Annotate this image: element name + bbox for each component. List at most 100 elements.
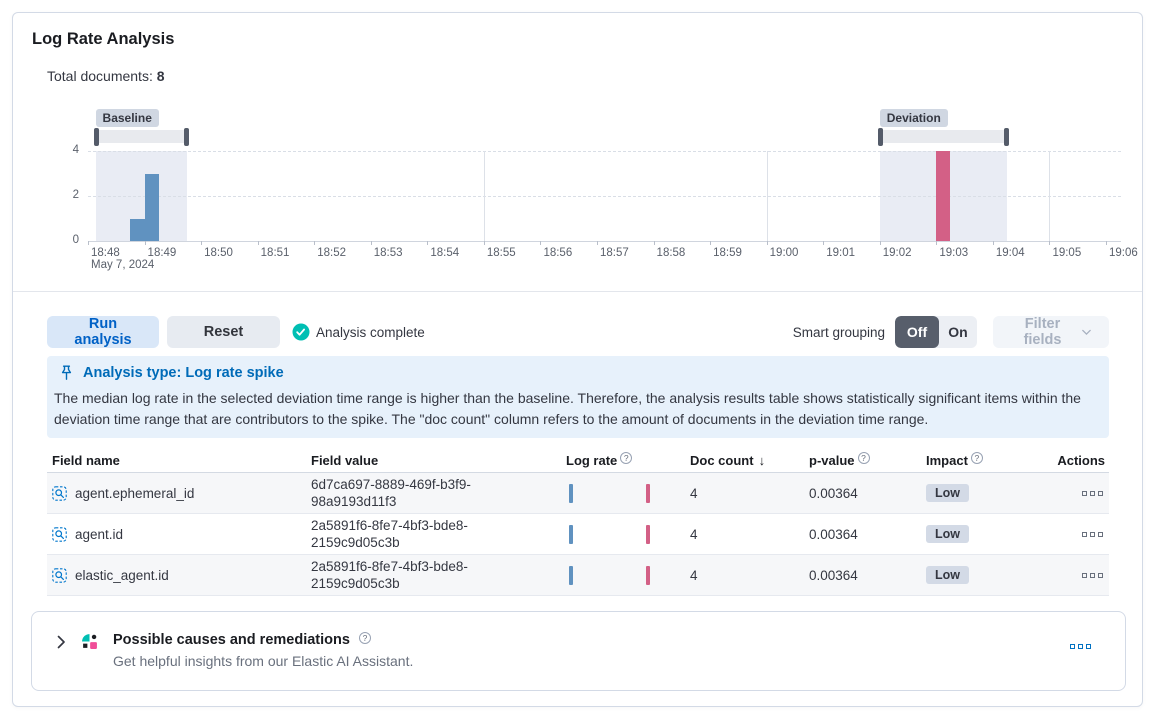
x-axis-label: 19:06 <box>1109 247 1138 259</box>
field-value: 6d7ca697-8889-469f-b3f9-98a9193d11f3 <box>311 477 471 509</box>
elastic-ai-assistant-icon <box>82 634 97 649</box>
x-axis-label: 19:00 <box>769 247 799 259</box>
smart-grouping-label: Smart grouping <box>792 324 885 340</box>
x-axis-label: 19:01 <box>826 247 855 259</box>
field-filter-icon[interactable] <box>52 526 67 542</box>
x-gridline <box>766 151 768 241</box>
baseline-mini-bar <box>569 566 573 585</box>
x-axis-label: 18:49 <box>147 247 177 259</box>
question-icon[interactable]: ? <box>620 452 633 464</box>
x-axis-tick <box>597 241 598 245</box>
x-axis-line <box>88 241 1121 242</box>
x-axis-tick <box>88 241 89 245</box>
log-rate-mini-chart <box>566 473 690 513</box>
x-axis-date-label: May 7, 2024 <box>91 259 155 271</box>
chevron-right-icon[interactable] <box>57 635 66 649</box>
filter-fields-label: Filter fields <box>1023 316 1062 348</box>
baseline-brush-left-handle[interactable] <box>93 128 99 146</box>
table-row: agent.id 2a5891f6-8fe7-4bf3-bde8-2159c9d0… <box>47 514 1109 555</box>
chevron-down-icon <box>1082 329 1091 335</box>
table-row: agent.ephemeral_id 6d7ca697-8889-469f-b3f… <box>47 473 1109 514</box>
x-axis-label: 19:03 <box>939 247 969 259</box>
p-value: 0.00364 <box>809 485 858 501</box>
reset-button[interactable]: Reset <box>167 316 280 348</box>
filter-fields-button[interactable]: Filter fields <box>993 316 1109 348</box>
panel-actions-button[interactable] <box>1070 644 1091 649</box>
doc-count-value: 4 <box>690 567 698 583</box>
field-name: agent.id <box>75 526 124 542</box>
x-axis-tick <box>201 241 203 245</box>
x-axis-label: 18:53 <box>373 247 403 259</box>
baseline-brush-right-handle[interactable] <box>183 128 189 146</box>
x-axis-label: 18:58 <box>656 247 686 259</box>
smart-grouping-off-button[interactable]: Off <box>895 316 939 348</box>
analysis-status: Analysis complete <box>292 323 425 341</box>
field-value: 2a5891f6-8fe7-4bf3-bde8-2159c9d05c3b <box>311 518 468 550</box>
run-analysis-button[interactable]: Run analysis <box>47 316 159 348</box>
question-icon[interactable]: ? <box>857 452 870 464</box>
x-axis-tick <box>540 241 542 245</box>
analysis-type-callout: Analysis type: Log rate spike The median… <box>47 356 1109 438</box>
p-value: 0.00364 <box>809 567 858 583</box>
x-axis-label: 18:51 <box>260 247 290 259</box>
baseline-brush-track[interactable] <box>95 130 187 143</box>
y-gridline <box>88 151 1121 152</box>
column-header-field-name[interactable]: Field name <box>52 452 120 468</box>
column-header-log-rate[interactable]: Log rate ? <box>566 452 690 468</box>
x-axis-tick <box>710 241 712 245</box>
x-axis-label: 18:55 <box>486 247 516 259</box>
field-filter-icon[interactable] <box>52 567 67 583</box>
x-axis-tick <box>144 241 146 245</box>
x-axis-label: 19:02 <box>882 247 912 259</box>
question-icon[interactable]: ? <box>970 452 983 464</box>
deviation-badge: Deviation <box>879 109 948 127</box>
x-axis-tick <box>823 241 825 245</box>
analysis-status-label: Analysis complete <box>316 324 425 340</box>
x-axis-label: 18:50 <box>204 247 233 259</box>
column-header-field-value[interactable]: Field value <box>311 452 379 468</box>
histogram-bar <box>144 173 159 241</box>
p-value: 0.00364 <box>809 526 858 542</box>
baseline-badge: Baseline <box>95 109 159 127</box>
impact-badge: Low <box>926 525 969 543</box>
sort-descending-icon[interactable]: ↓ <box>758 452 766 468</box>
doc-count-value: 4 <box>690 485 698 501</box>
deviation-brush-track[interactable] <box>879 130 1008 143</box>
total-documents-value: 8 <box>156 68 165 84</box>
x-axis-tick <box>936 241 938 245</box>
possible-causes-subtitle: Get helpful insights from our Elastic AI… <box>113 653 414 669</box>
deviation-brush-left-handle[interactable] <box>877 128 883 146</box>
field-filter-icon[interactable] <box>52 485 67 501</box>
baseline-brush[interactable] <box>93 128 189 146</box>
x-axis-tick <box>1106 241 1107 245</box>
impact-badge: Low <box>926 484 969 502</box>
page-title: Log Rate Analysis <box>32 30 175 48</box>
row-actions-button[interactable] <box>1082 531 1103 537</box>
deviation-mini-bar <box>646 525 650 544</box>
deviation-mini-bar <box>646 484 650 503</box>
row-actions-button[interactable] <box>1082 490 1103 496</box>
x-axis-tick <box>879 241 881 245</box>
pin-icon <box>61 365 72 380</box>
callout-title: Analysis type: Log rate spike <box>83 365 284 381</box>
document-count-chart: 0 2 4 18:48 18:49 18:50 18:51 18:52 18:53 18:54 18… <box>47 101 1138 279</box>
impact-badge: Low <box>926 566 969 584</box>
histogram-bar <box>130 218 145 241</box>
help-icon[interactable]: ? <box>358 632 371 644</box>
x-axis-tick <box>766 241 768 245</box>
x-axis-label: 18:59 <box>713 247 742 259</box>
x-axis-tick <box>257 241 259 245</box>
x-axis-label: 19:05 <box>1052 247 1082 259</box>
deviation-brush[interactable] <box>877 128 1010 146</box>
column-header-doc-count[interactable]: Doc count ↓ <box>690 452 766 468</box>
row-actions-button[interactable] <box>1082 572 1103 578</box>
smart-grouping-on-button[interactable]: On <box>948 324 968 340</box>
log-rate-mini-chart <box>566 514 690 554</box>
x-axis-tick <box>653 241 655 245</box>
histogram-bar <box>936 151 951 241</box>
column-header-impact[interactable]: Impact ? <box>926 452 1036 468</box>
column-header-p-value[interactable]: p-value ? <box>809 452 926 468</box>
log-rate-mini-chart <box>566 555 690 595</box>
controls-row: Run analysis Reset Analysis complete Sma… <box>47 316 1109 348</box>
deviation-brush-right-handle[interactable] <box>1004 128 1010 146</box>
